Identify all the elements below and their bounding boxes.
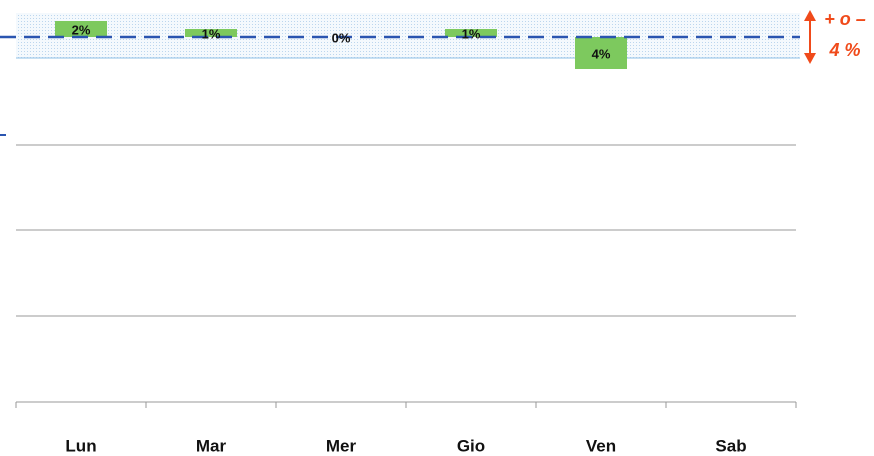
value-label: 2% [72, 22, 91, 37]
tolerance-band [16, 13, 800, 58]
bar [445, 29, 497, 37]
bar [55, 21, 107, 37]
bar [185, 29, 237, 37]
arrow-head [804, 53, 816, 64]
value-label: 1% [202, 26, 221, 41]
annotation: + o – [824, 9, 866, 29]
x-tick-label: Gio [457, 436, 485, 455]
value-label: 0% [332, 30, 351, 45]
value-label: 4% [592, 46, 611, 61]
x-tick-label: Mar [196, 436, 227, 455]
x-tick-label: Lun [65, 436, 96, 455]
x-tick-label: Sab [715, 436, 746, 455]
arrow-head [804, 10, 816, 21]
x-tick-label: Mer [326, 436, 357, 455]
x-tick-label: Ven [586, 436, 616, 455]
bar [575, 37, 627, 69]
annotation: 4 % [828, 40, 860, 60]
value-label: 1% [462, 26, 481, 41]
